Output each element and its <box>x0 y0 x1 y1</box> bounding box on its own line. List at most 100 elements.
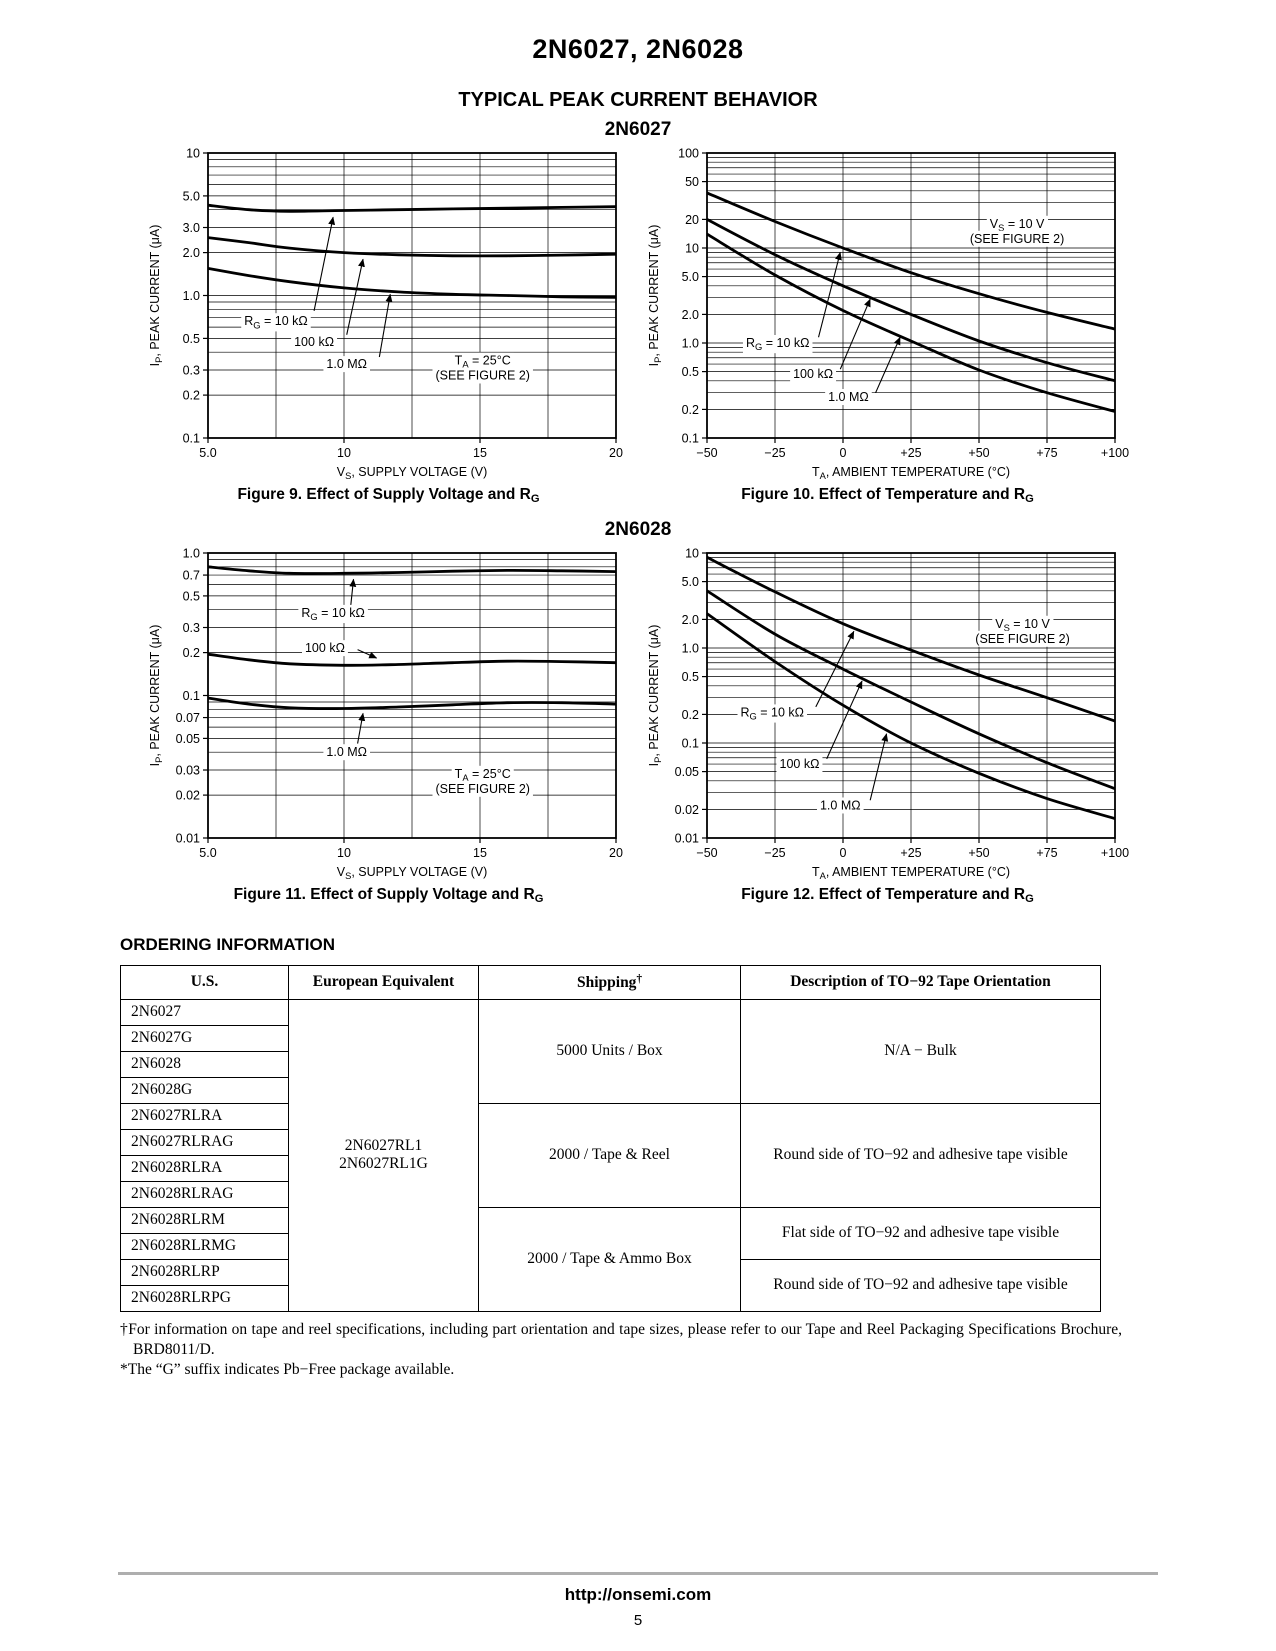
behavior-heading: TYPICAL PEAK CURRENT BEHAVIOR <box>458 89 818 111</box>
svg-text:0.05: 0.05 <box>176 732 200 746</box>
us-part-cell: 2N6028G <box>120 1076 289 1104</box>
svg-text:0.1: 0.1 <box>682 432 699 446</box>
svg-text:0.2: 0.2 <box>682 708 699 722</box>
annotation-arrow <box>378 293 393 358</box>
charts-row-2n6028: 1.0 0.7 0.5 0.3 0.2 0.1 0.07 0.05 0.03 0.02 0.01 5.… <box>118 543 1158 905</box>
gridlines <box>706 552 1116 838</box>
svg-text:5.0: 5.0 <box>183 189 200 203</box>
svg-text:0.1: 0.1 <box>682 736 699 750</box>
svg-text:0: 0 <box>840 846 847 860</box>
annotation-arrow <box>875 336 901 393</box>
series-curve <box>207 236 617 258</box>
annotation-label: 1.0 MΩ <box>326 357 367 371</box>
annotation-label: 1.0 MΩ <box>820 798 861 812</box>
ordering-information-heading: ORDERING INFORMATION <box>120 934 336 954</box>
svg-text:0.7: 0.7 <box>183 568 200 582</box>
series-curve <box>207 652 617 667</box>
figure-12-caption: Figure 12. Effect of Temperature and RG <box>741 885 1034 905</box>
ordering-table-body: 2N6027 2N6027RL1 2N6027RL1G 5000 Units / Bo… <box>120 998 1101 1312</box>
series-curve <box>706 191 1116 331</box>
annotation-arrow <box>357 648 378 659</box>
svg-text:0.3: 0.3 <box>183 621 200 635</box>
svg-text:0.02: 0.02 <box>675 803 699 817</box>
us-part-cell: 2N6028 <box>120 1050 289 1078</box>
annotation-label: VS = 10 V <box>995 617 1050 633</box>
series-curve <box>706 232 1116 413</box>
gridlines <box>706 153 1116 438</box>
table-row: 2N6028RLRAG <box>120 1180 1101 1208</box>
svg-text:−25: −25 <box>764 446 785 460</box>
svg-text:15: 15 <box>473 446 487 460</box>
svg-text:5.0: 5.0 <box>682 270 699 284</box>
svg-text:10: 10 <box>337 446 351 460</box>
svg-text:100: 100 <box>678 147 699 161</box>
series-curve <box>207 696 617 710</box>
annotation-label: 1.0 MΩ <box>326 745 367 759</box>
european-equivalent-cell: 2N6027RL1 2N6027RL1G <box>288 998 479 1312</box>
svg-text:20: 20 <box>609 846 623 860</box>
annotation-label: TA = 25°C <box>455 767 511 783</box>
footnote-g-suffix: *The “G” suffix indicates Pb−Free packag… <box>120 1361 455 1379</box>
svg-text:1.0: 1.0 <box>183 546 200 560</box>
svg-text:0: 0 <box>840 446 847 460</box>
shipping-cell: 2000 / Tape & Reel <box>478 1102 741 1208</box>
tick-labels: 1.0 0.7 0.5 0.3 0.2 0.1 0.07 0.05 0.03 0.02 0.015.… <box>148 546 623 881</box>
table-row: 2N6027 2N6027RL1 2N6027RL1G 5000 Units / Bo… <box>120 998 1101 1312</box>
annotation-arrow <box>313 216 336 311</box>
column-header-shipping: Shipping† <box>478 964 741 1000</box>
annotation-arrow <box>826 680 863 759</box>
table-row: 2N6028G <box>120 1076 1101 1104</box>
footer-divider <box>118 1572 1158 1575</box>
figure-12: 10 5.0 2.0 1.0 0.5 0.2 0.1 0.05 0.02 0.01 −50 −25 0 +… <box>645 543 1130 905</box>
annotation-label: (SEE FIGURE 2) <box>435 782 529 796</box>
column-header-us: U.S. <box>120 964 289 1000</box>
annotation-label: VS = 10 V <box>990 217 1045 233</box>
annotation-label: 100 kΩ <box>780 757 820 771</box>
svg-text:2.0: 2.0 <box>682 308 699 322</box>
annotation-label: TA = 25°C <box>455 353 511 369</box>
svg-text:0.07: 0.07 <box>176 711 200 725</box>
svg-text:15: 15 <box>473 846 487 860</box>
svg-text:+75: +75 <box>1036 846 1057 860</box>
page-number: 5 <box>633 1612 643 1629</box>
figure-12-plot: 10 5.0 2.0 1.0 0.5 0.2 0.1 0.05 0.02 0.01−50 −25 0 +… <box>647 546 1129 881</box>
series-curve <box>706 612 1116 820</box>
table-row: 2N6028RLRM 2000 / Tape & Ammo Box Flat sid… <box>120 1206 1101 1312</box>
svg-text:5.0: 5.0 <box>199 446 216 460</box>
charts-row-2n6027: 10 5.0 3.0 2.0 1.0 0.5 0.3 0.2 0.1 5.0 10 15 20 VS, S… <box>118 143 1158 505</box>
figure-9: 10 5.0 3.0 2.0 1.0 0.5 0.3 0.2 0.1 5.0 10 15 20 VS, S… <box>146 143 631 505</box>
series-curve <box>706 555 1116 723</box>
column-header-description: Description of TO−92 Tape Orientation <box>740 964 1101 1000</box>
description-cell: Round side of TO−92 and adhesive tape vi… <box>740 1258 1101 1312</box>
us-part-cell: 2N6027RLRA <box>120 1102 289 1130</box>
svg-text:0.2: 0.2 <box>183 646 200 660</box>
svg-text:1.0: 1.0 <box>183 289 200 303</box>
annotation-arrow <box>349 578 357 606</box>
annotation-label: (SEE FIGURE 2) <box>435 368 529 382</box>
figure-10-caption: Figure 10. Effect of Temperature and RG <box>741 486 1034 505</box>
us-part-cell: 2N6027G <box>120 1024 289 1052</box>
part-heading-2n6028: 2N6028 <box>604 518 672 540</box>
table-row: 2N6027RLRAG <box>120 1128 1101 1156</box>
svg-text:0.1: 0.1 <box>183 432 200 446</box>
column-header-european-equivalent: European Equivalent <box>288 964 479 1000</box>
svg-text:10: 10 <box>685 546 699 560</box>
svg-text:5.0: 5.0 <box>199 846 216 860</box>
svg-text:0.01: 0.01 <box>675 831 699 845</box>
part-heading-2n6027: 2N6027 <box>604 119 672 140</box>
svg-text:+100: +100 <box>1101 846 1129 860</box>
tick-labels: 100 50 20 10 5.0 2.0 1.0 0.5 0.2 0.1−50 −25 0 +25 +50… <box>647 147 1129 482</box>
svg-text:3.0: 3.0 <box>183 221 200 235</box>
annotation-label: 100 kΩ <box>793 367 833 381</box>
svg-text:10: 10 <box>186 147 200 161</box>
annotation-label: (SEE FIGURE 2) <box>975 632 1069 646</box>
page-title: 2N6027, 2N6028 <box>532 34 744 64</box>
footer-url[interactable]: http://onsemi.com <box>564 1585 712 1604</box>
tick-labels: 10 5.0 2.0 1.0 0.5 0.2 0.1 0.05 0.02 0.01−50 −25 0 +… <box>647 546 1129 881</box>
shipping-cell: 2000 / Tape & Ammo Box <box>478 1206 741 1312</box>
figure-10-plot: 100 50 20 10 5.0 2.0 1.0 0.5 0.2 0.1−50 −25 0 +25 +50… <box>647 147 1129 482</box>
svg-text:+50: +50 <box>968 446 989 460</box>
svg-text:0.5: 0.5 <box>682 365 699 379</box>
